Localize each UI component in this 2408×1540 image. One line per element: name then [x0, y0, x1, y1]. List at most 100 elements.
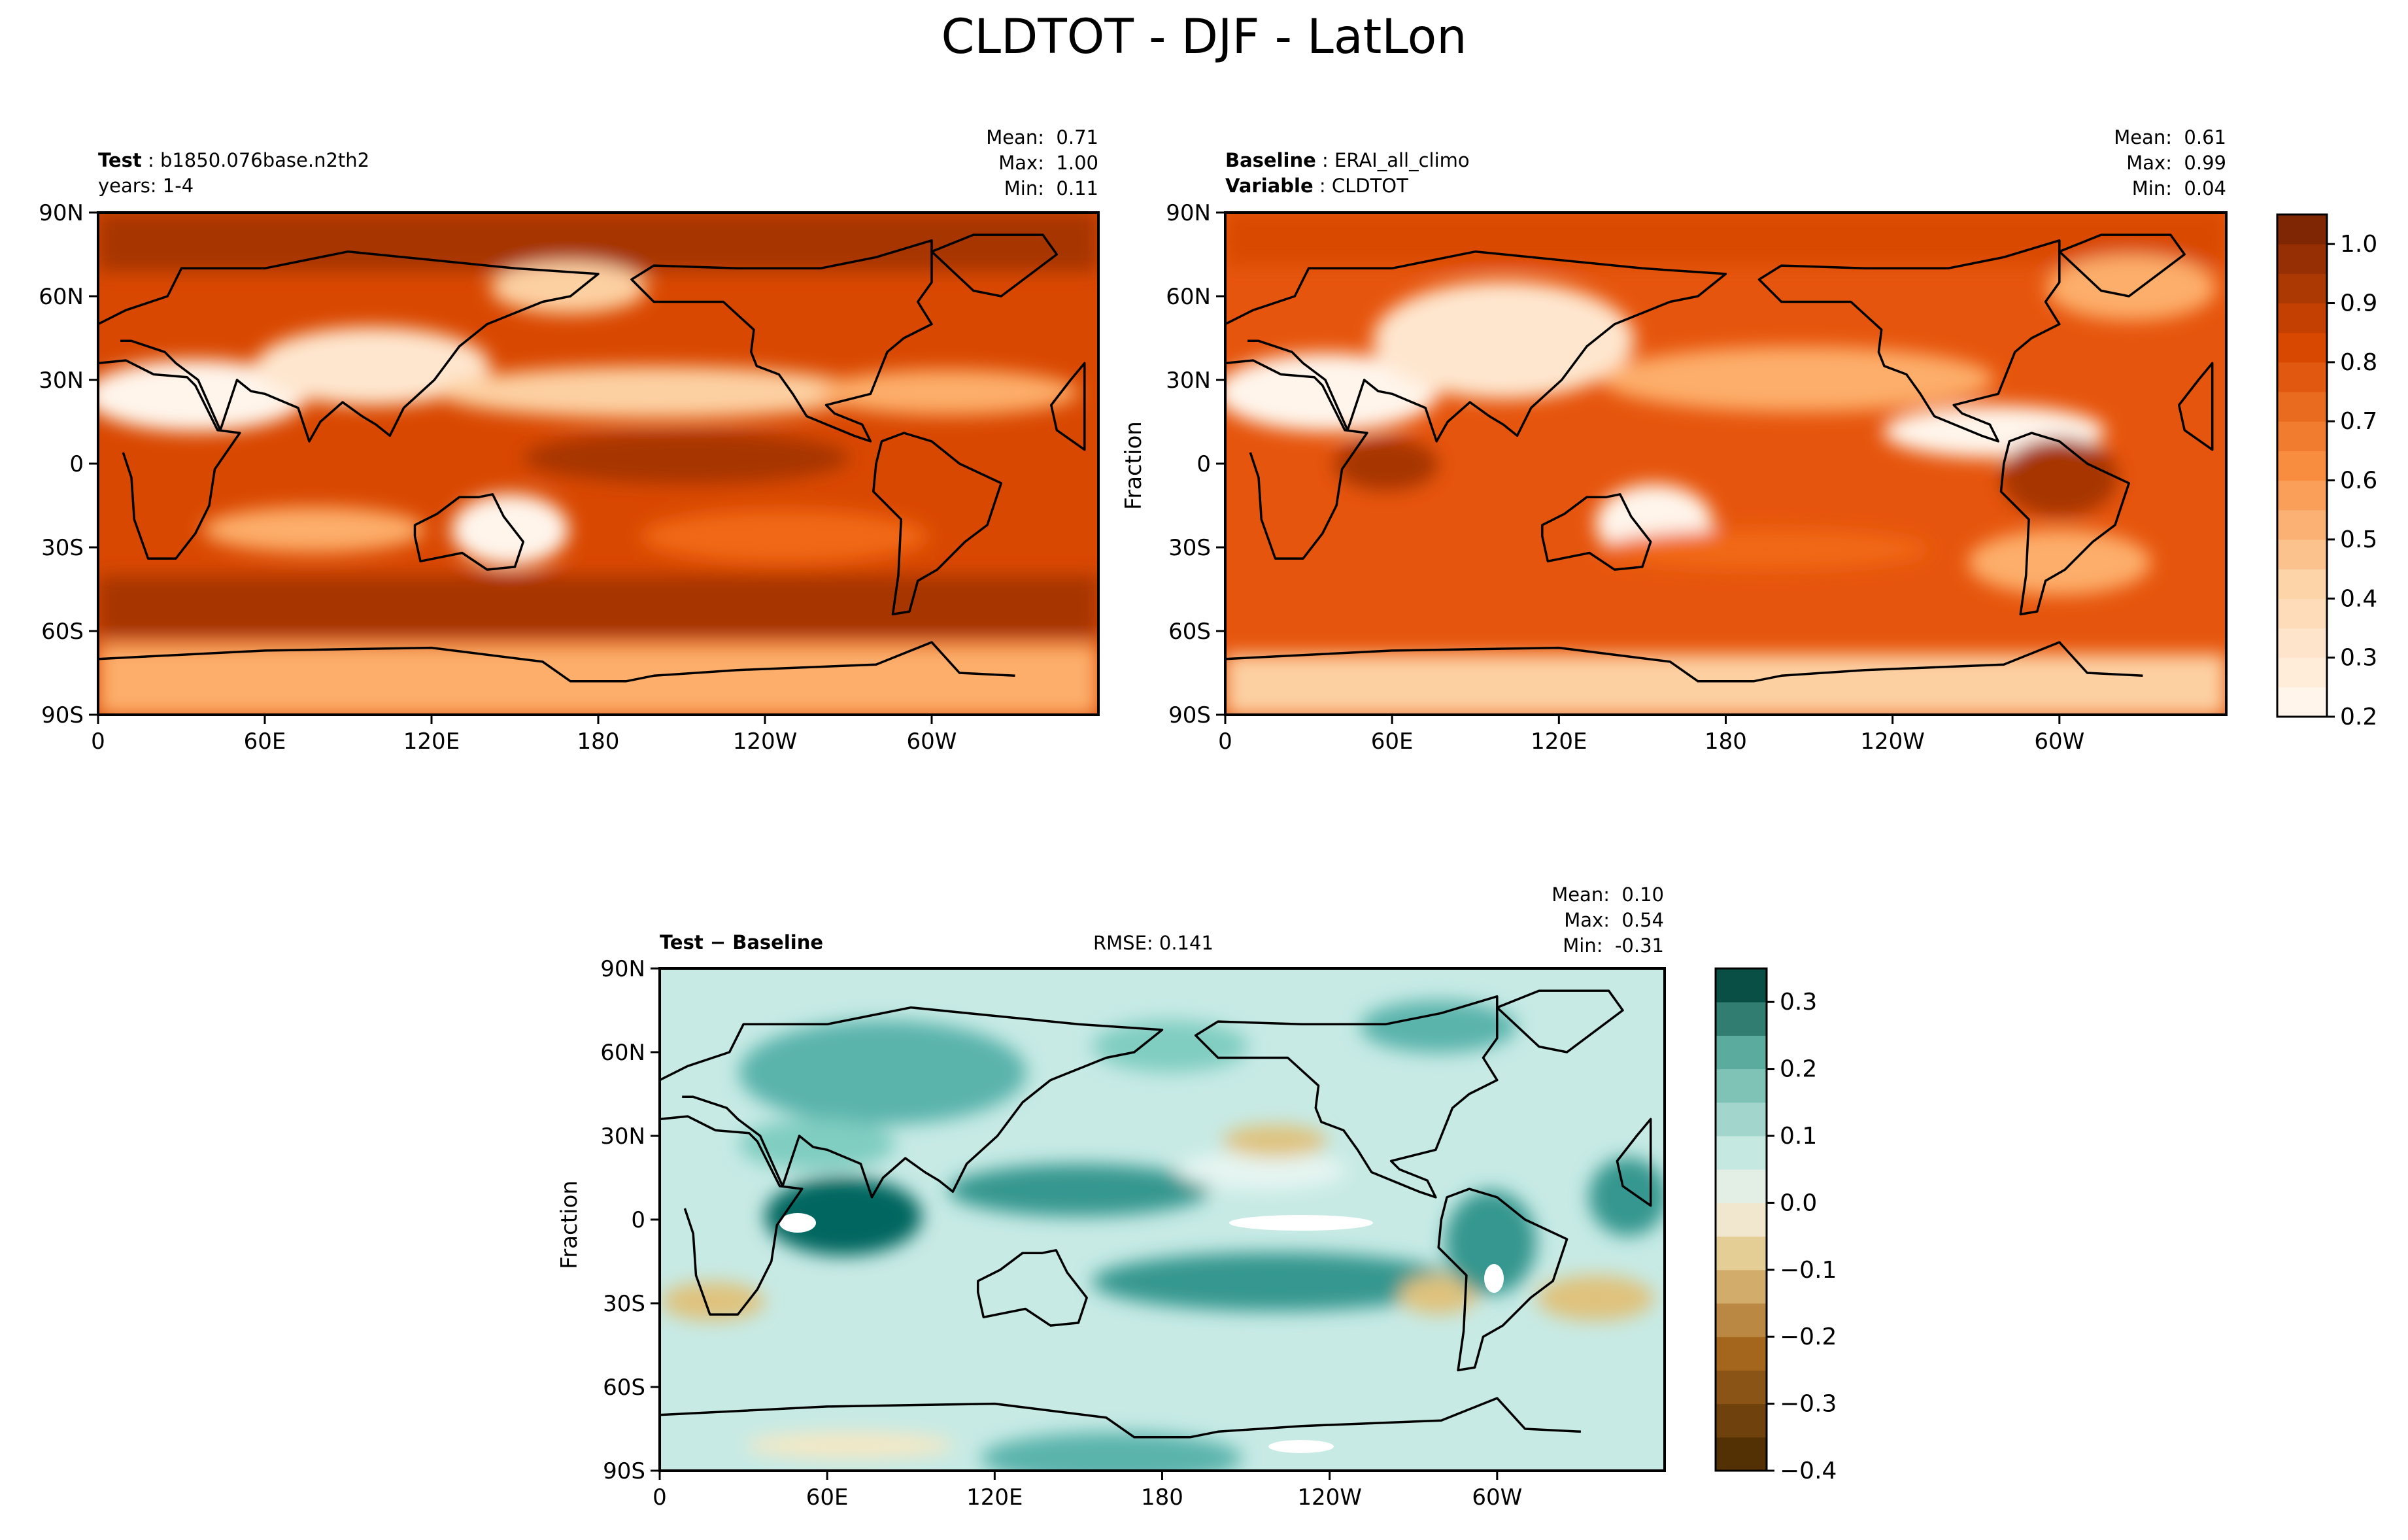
coastline-2	[413, 493, 525, 571]
diff-axes: 0 60E 120E 180 120W 60W 90N 60N 30N 0 30S 60S 90S	[600, 956, 1522, 1511]
colorbar-band	[2277, 657, 2327, 688]
xtick-label: 0	[1218, 728, 1232, 755]
colorbar-tick-label: 0.1	[1780, 1123, 1817, 1150]
ytick-label: 0	[69, 451, 84, 477]
diff-coastlines	[658, 989, 1652, 1472]
diff-max: 0.54	[1621, 909, 1664, 931]
xtick-label: 180	[1704, 728, 1747, 755]
panel-diff-stats: Mean: 0.10 Max: 0.54 Min: -0.31	[1552, 883, 1664, 957]
coastline-4	[872, 432, 1003, 616]
baseline-axes: 0 60E 120E 180 120W 60W 90N 60N 30N 0 30S 60S 90S	[1166, 200, 2084, 755]
ytick-label: 90S	[41, 702, 84, 728]
colorbar-tick-label: −0.1	[1780, 1257, 1837, 1284]
diff-map	[660, 968, 1665, 1471]
coastline-0	[97, 359, 1086, 560]
ytick-label: 90N	[600, 956, 645, 982]
colorbar-tick-label: 0.2	[2340, 704, 2377, 730]
xtick-label: 0	[91, 728, 105, 755]
xtick-label: 60E	[806, 1484, 849, 1511]
panel-baseline-header: Baseline : ERAI_all_climo Variable : CLD…	[1225, 149, 1470, 197]
test-map	[98, 213, 1098, 715]
ytick-label: 90S	[603, 1458, 645, 1484]
ytick-label: 90S	[1168, 702, 1211, 728]
diff-key: Test − Baseline	[660, 931, 824, 953]
ytick-label: 30S	[603, 1291, 645, 1317]
ytick-label: 60S	[1168, 619, 1211, 645]
test-max: 1.00	[1056, 152, 1098, 174]
colorbar-band	[2277, 273, 2327, 304]
diff-colorbar: 0.3 0.2 0.1 0.0 −0.1 −0.2 −0.3 −0.4	[1714, 967, 1837, 1484]
coastline-1	[1225, 250, 1727, 443]
test-years: years: 1-4	[98, 175, 194, 197]
ytick-label: 30N	[600, 1123, 645, 1150]
colorbar-band	[1716, 1370, 1767, 1405]
xtick-label: 60W	[1472, 1484, 1522, 1511]
coastline-5	[930, 233, 1059, 298]
coastline-2	[1541, 493, 1652, 571]
colorbar-tick-label: 0.3	[2340, 645, 2377, 672]
test-mean: 0.71	[1056, 126, 1098, 148]
ytick-label: 60N	[1166, 284, 1211, 310]
colorbar-tick-label: 0.6	[2340, 468, 2377, 494]
colorbar-band	[2277, 509, 2327, 540]
colorbar-band	[2277, 332, 2327, 363]
test-axes: 0 60E 120E 180 120W 60W 90N 60N 30N 0 30S 60S 90S	[39, 200, 957, 755]
colorbar-tick-label: −0.2	[1780, 1324, 1837, 1350]
baseline-key: Baseline	[1225, 149, 1316, 171]
colorbar-band	[1716, 968, 1767, 1002]
ytick-label: 0	[1196, 451, 1211, 477]
ytick-label: 90N	[39, 200, 84, 226]
coastline-1	[659, 1006, 1164, 1199]
baseline-max: 0.99	[2184, 152, 2226, 174]
xtick-label: 120E	[966, 1484, 1023, 1511]
colorbar-frame	[2276, 213, 2328, 718]
variable-name: CLDTOT	[1331, 175, 1408, 197]
colorbar-band	[1716, 1269, 1767, 1304]
colorbar-band	[1716, 1236, 1767, 1271]
colorbar-band	[2277, 687, 2327, 717]
colorbar-band	[1716, 1069, 1767, 1103]
baseline-min: 0.04	[2184, 177, 2226, 199]
coastline-4	[1999, 432, 2130, 616]
baseline-map	[1225, 213, 2226, 715]
ytick-label: 30N	[39, 368, 84, 394]
colorbar-tick-label: 0.5	[2340, 526, 2377, 553]
xtick-label: 180	[577, 728, 620, 755]
colorbar-band	[2277, 214, 2327, 245]
panel-baseline-stats: Mean: 0.61 Max: 0.99 Min: 0.04	[2114, 126, 2226, 199]
colorbar-band	[2277, 303, 2327, 334]
coastline-5	[1496, 989, 1624, 1053]
colorbar-tick-label: 0.8	[2340, 349, 2377, 376]
ytick-label: 30N	[1166, 368, 1211, 394]
baseline-colorbar: 0.2 0.3 0.4 0.5 0.6 0.7 0.8 0.9 1.0	[2276, 213, 2377, 730]
colorbar-band	[2277, 480, 2327, 511]
colorbar-band	[2277, 539, 2327, 570]
panel-diff-header: Test − Baseline	[660, 930, 823, 955]
ytick-label: 60N	[600, 1040, 645, 1066]
ytick-label: 60N	[39, 284, 84, 310]
colorbar-frame	[1714, 967, 1768, 1472]
ytick-label: 60S	[41, 619, 84, 645]
colorbar-band	[2277, 421, 2327, 451]
coastline-1	[97, 250, 600, 443]
colorbar-tick-label: −0.3	[1780, 1391, 1837, 1418]
colorbar-tick-label: −0.4	[1780, 1458, 1837, 1484]
colorbar-band	[2277, 569, 2327, 599]
colorbar-band	[1716, 1337, 1767, 1371]
ytick-label: 90N	[1166, 200, 1211, 226]
xtick-label: 60E	[244, 728, 286, 755]
xtick-label: 120W	[1297, 1484, 1362, 1511]
panel-test-stats: Mean: 0.71 Max: 1.00 Min: 0.11	[986, 126, 1098, 199]
ytick-label: 30S	[1168, 535, 1211, 561]
baseline-mean: 0.61	[2184, 126, 2226, 148]
diff-min: -0.31	[1614, 934, 1664, 957]
colorbar-tick-label: 1.0	[2340, 231, 2377, 258]
baseline-name: ERAI_all_climo	[1334, 149, 1470, 171]
baseline-coastlines	[1224, 233, 2214, 716]
colorbar-band	[2277, 362, 2327, 392]
colorbar-band	[2277, 244, 2327, 274]
test-case-name: b1850.076base.n2th2	[160, 149, 370, 171]
colorbar-tick-label: 0.3	[1780, 989, 1817, 1016]
colorbar-tick-label: 0.7	[2340, 408, 2377, 435]
xtick-label: 0	[653, 1484, 667, 1511]
